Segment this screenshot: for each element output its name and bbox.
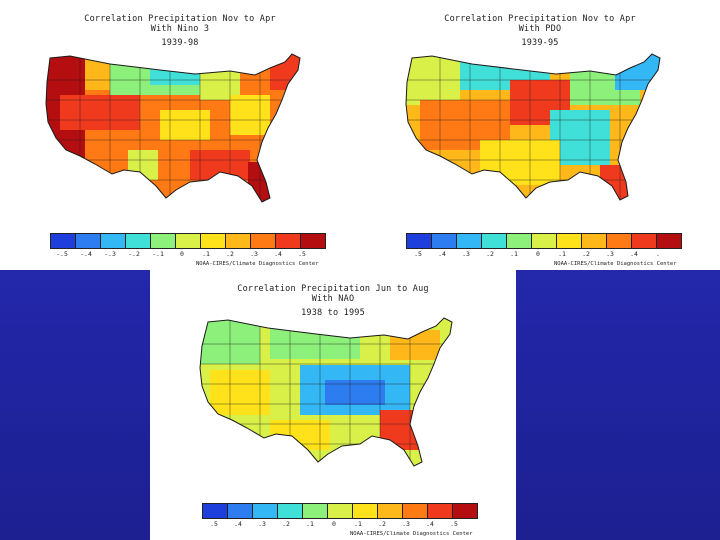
us-correlation-map bbox=[45, 53, 301, 203]
legend-tick-label: .1 bbox=[202, 250, 210, 258]
legend-swatch bbox=[228, 504, 253, 518]
legend-swatch bbox=[457, 234, 482, 248]
legend-swatch bbox=[226, 234, 251, 248]
legend-swatch bbox=[76, 234, 101, 248]
legend-swatch bbox=[407, 234, 432, 248]
legend-tick-label: .2 bbox=[226, 250, 234, 258]
legend-tick-label: .4 bbox=[426, 520, 434, 528]
legend-tick-label: .2 bbox=[486, 250, 494, 258]
legend-tick-label: .3 bbox=[258, 520, 266, 528]
legend-swatch bbox=[403, 504, 428, 518]
legend-tick-label: .3 bbox=[462, 250, 470, 258]
credit-text: NOAA-CIRES/Climate Diagnostics Center bbox=[554, 261, 677, 267]
legend-swatch bbox=[303, 504, 328, 518]
legend-swatch bbox=[151, 234, 176, 248]
legend-swatch bbox=[253, 504, 278, 518]
map-title: Correlation Precipitation Jun to Aug bbox=[237, 284, 429, 294]
legend-ticks: .5 .4 .3 .2 .1 0 .1 .2 .3 .4. bbox=[406, 250, 670, 260]
legend-swatch bbox=[201, 234, 226, 248]
legend-tick-label: 0 bbox=[180, 250, 184, 258]
legend-tick-label: -.1 bbox=[152, 250, 164, 258]
map-subtitle: With Nino 3 bbox=[150, 24, 210, 34]
map-title: Correlation Precipitation Nov to Apr bbox=[444, 14, 636, 24]
legend-tick-label: 0 bbox=[536, 250, 540, 258]
legend-swatch bbox=[126, 234, 151, 248]
credit-text: NOAA-CIRES/Climate Diagnostics Center bbox=[196, 261, 319, 267]
us-correlation-map bbox=[199, 317, 453, 467]
legend-tick-label: .5 bbox=[298, 250, 306, 258]
legend-tick-label: .5 bbox=[414, 250, 422, 258]
map-period: 1938 to 1995 bbox=[301, 308, 365, 318]
map-subtitle: With NAO bbox=[311, 294, 355, 304]
legend-tick-label: .5 bbox=[450, 520, 458, 528]
legend-swatch bbox=[453, 504, 477, 518]
color-legend bbox=[202, 503, 478, 519]
legend-tick-label: -.2 bbox=[128, 250, 140, 258]
us-correlation-map bbox=[405, 53, 661, 201]
map-title: Correlation Precipitation Nov to Apr bbox=[84, 14, 276, 24]
legend-ticks: -.5 -.4 -.3 -.2 -.1 0 .1 .2 .3 .4 .5 bbox=[50, 250, 314, 260]
legend-tick-label: .3 bbox=[606, 250, 614, 258]
legend-tick-label: . bbox=[656, 250, 660, 258]
legend-tick-label: -.5 bbox=[56, 250, 68, 258]
legend-swatch bbox=[428, 504, 453, 518]
legend-swatch bbox=[432, 234, 457, 248]
legend-tick-label: 0 bbox=[332, 520, 336, 528]
legend-tick-label: .1 bbox=[354, 520, 362, 528]
legend-tick-label: .4 bbox=[274, 250, 282, 258]
legend-tick-label: -.3 bbox=[104, 250, 116, 258]
legend-swatch bbox=[353, 504, 378, 518]
color-legend bbox=[406, 233, 682, 249]
legend-swatch bbox=[632, 234, 657, 248]
credit-text: NOAA-CIRES/Climate Diagnostics Center bbox=[350, 531, 473, 537]
legend-tick-label: .5 bbox=[210, 520, 218, 528]
legend-tick-label: .4 bbox=[234, 520, 242, 528]
legend-swatch bbox=[328, 504, 353, 518]
legend-swatch bbox=[301, 234, 325, 248]
legend-tick-label: .2 bbox=[582, 250, 590, 258]
legend-swatch bbox=[557, 234, 582, 248]
legend-swatch bbox=[507, 234, 532, 248]
legend-swatch bbox=[203, 504, 228, 518]
legend-tick-label: .2 bbox=[378, 520, 386, 528]
legend-tick-label: -.4 bbox=[80, 250, 92, 258]
legend-tick-label: .2 bbox=[282, 520, 290, 528]
legend-swatch bbox=[607, 234, 632, 248]
legend-tick-label: .1 bbox=[510, 250, 518, 258]
legend-swatch bbox=[378, 504, 403, 518]
legend-swatch bbox=[278, 504, 303, 518]
legend-swatch bbox=[101, 234, 126, 248]
map-panel-nino3: Correlation Precipitation Nov to Apr Wit… bbox=[0, 0, 360, 270]
map-panel-pdo: Correlation Precipitation Nov to Apr Wit… bbox=[360, 0, 720, 270]
legend-tick-label: .3 bbox=[402, 520, 410, 528]
legend-swatch bbox=[276, 234, 301, 248]
legend-swatch bbox=[251, 234, 276, 248]
map-period: 1939-95 bbox=[521, 38, 559, 48]
legend-tick-label: .3 bbox=[250, 250, 258, 258]
legend-swatch bbox=[532, 234, 557, 248]
legend-ticks: .5 .4 .3 .2 .1 0 .1 .2 .3 .4 .5 bbox=[202, 520, 466, 530]
color-legend bbox=[50, 233, 326, 249]
legend-swatch bbox=[482, 234, 507, 248]
map-period: 1939-98 bbox=[161, 38, 199, 48]
legend-tick-label: .1 bbox=[558, 250, 566, 258]
legend-tick-label: .4 bbox=[438, 250, 446, 258]
legend-swatch bbox=[176, 234, 201, 248]
legend-tick-label: .1 bbox=[306, 520, 314, 528]
legend-swatch bbox=[657, 234, 681, 248]
map-panel-nao: Correlation Precipitation Jun to Aug Wit… bbox=[150, 270, 516, 540]
legend-tick-label: .4 bbox=[630, 250, 638, 258]
legend-swatch bbox=[582, 234, 607, 248]
legend-swatch bbox=[51, 234, 76, 248]
map-subtitle: With PDO bbox=[518, 24, 562, 34]
